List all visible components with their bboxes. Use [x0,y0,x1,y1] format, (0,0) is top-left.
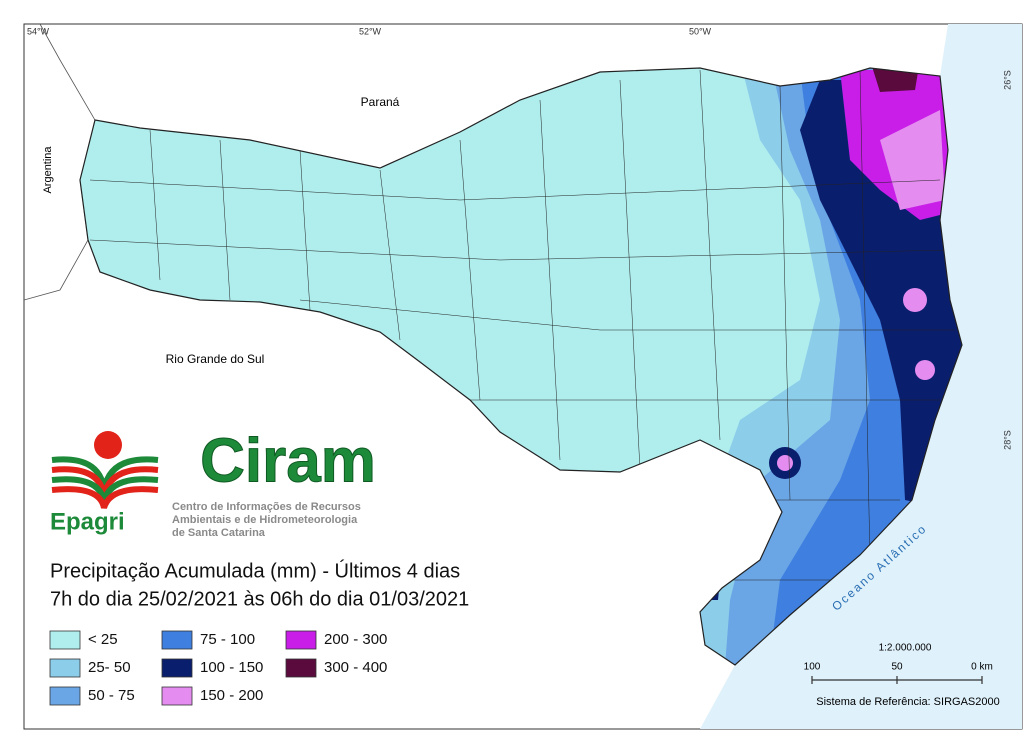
legend-label: 200 - 300 [324,631,387,648]
logo-sun [94,431,122,459]
legend-label: 150 - 200 [200,687,263,704]
reference: Sistema de Referência: SIRGAS2000 [816,696,999,708]
legend-swatch [285,630,317,650]
logo-desc: Centro de Informações de Recursos [172,501,361,513]
zone [880,110,945,210]
zone [870,68,920,92]
title: 7h do dia 25/02/2021 às 06h do dia 01/03… [50,588,469,610]
scale-tick: 100 [804,662,821,673]
logo-name: Ciram [200,426,376,495]
legend-label: 50 - 75 [88,687,135,704]
legend-label: 100 - 150 [200,659,263,676]
lon-label: 52°W [359,26,382,36]
place: Argentina [42,146,54,194]
logo-stripe [51,486,159,510]
legend-label: 75 - 100 [200,631,255,648]
legend-swatch [161,658,193,678]
scale-tick: 50 [891,662,903,673]
scale-ratio: 1:2.000.000 [879,643,932,654]
ocean [700,24,1022,729]
legend-swatch [49,658,81,678]
legend-swatch [285,658,317,678]
zone [903,288,927,312]
legend-swatch [49,630,81,650]
lon-label: 54°W [27,26,50,36]
logo-org: Epagri [50,508,125,535]
legend-swatch [161,630,193,650]
logo-desc: Ambientais e de Hidrometeorologia [172,514,358,526]
legend-label: < 25 [88,631,118,648]
lon-label: 50°W [689,26,712,36]
scale-bar [811,676,983,684]
legend-label: 300 - 400 [324,659,387,676]
legend-swatch [161,686,193,706]
place: Paraná [361,95,400,109]
lat-label: 28°S [1002,430,1012,450]
legend-label: 25- 50 [88,659,131,676]
zone [777,455,793,471]
logo-desc: de Santa Catarina [172,527,266,539]
legend-swatch [49,686,81,706]
zone [915,360,935,380]
scale-tick: 0 km [971,662,993,673]
place: Rio Grande do Sul [166,352,265,366]
counties [89,69,955,581]
lat-label: 26°S [1002,70,1012,90]
title: Precipitação Acumulada (mm) - Últimos 4 … [50,559,460,582]
